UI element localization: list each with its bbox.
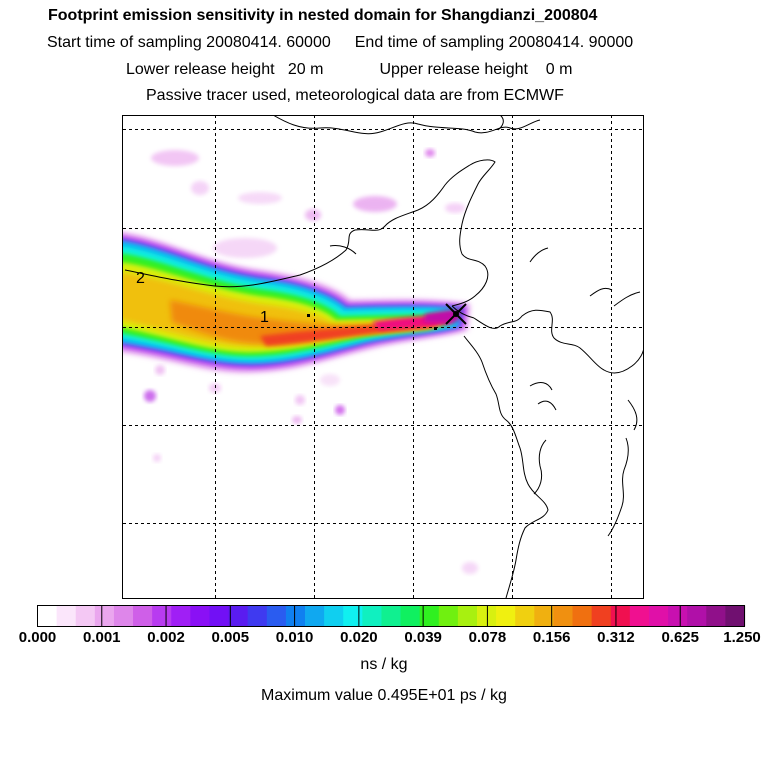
contour-label-1: 1 (260, 309, 269, 326)
colorbar-cell (171, 605, 191, 627)
tracer-info-label: Passive tracer used, meteorological data… (146, 87, 564, 104)
colorbar-cell (305, 605, 325, 627)
colorbar-tick-label: 0.078 (468, 629, 507, 646)
plot-title: Footprint emission sensitivity in nested… (48, 7, 598, 24)
sampling-time-line: Start time of sampling 20080414. 60000 En… (47, 34, 768, 52)
colorbar-tick-label: 0.020 (340, 629, 378, 646)
colorbar-tick-label: 0.005 (211, 629, 250, 646)
colorbar-cell (648, 605, 669, 627)
colorbar-tick-label: 0.625 (661, 629, 699, 646)
colorbar-tick-label: 0.000 (18, 629, 57, 646)
colorbar-cell (285, 605, 306, 627)
end-time-label: End time of sampling 20080414. 90000 (354, 34, 634, 51)
colorbar-cell (687, 605, 707, 627)
upper-release-label: Upper release height 0 m (379, 61, 573, 78)
colorbar-cell (591, 605, 612, 627)
colorbar-cells (37, 605, 746, 627)
colorbar-tick-label: 0.002 (147, 629, 185, 646)
colorbar-frame (37, 605, 745, 627)
colorbar-cell (725, 605, 746, 627)
colorbar-cell (190, 605, 211, 627)
boundary-lines (124, 115, 644, 598)
colorbar-cell (572, 605, 593, 627)
station-dot (434, 327, 437, 330)
colorbar-tick-label: 1.250 (723, 629, 761, 646)
colorbar-cell (75, 605, 96, 627)
colorbar-tick-label: 0.039 (404, 629, 442, 646)
colorbar-cell (113, 605, 134, 627)
colorbar-cell (37, 605, 58, 627)
colorbar-cell (324, 605, 344, 627)
colorbar-tick-label: 0.312 (597, 629, 635, 646)
colorbar-tick-label: 0.010 (275, 629, 314, 646)
colorbar-cell (400, 605, 421, 627)
start-time-label: Start time of sampling 20080414. 60000 (47, 34, 331, 51)
colorbar-cell (209, 605, 230, 627)
colorbar-unit-label: ns / kg (360, 656, 408, 673)
colorbar-cell (476, 605, 497, 627)
lower-release-label: Lower release height 20 m (126, 61, 324, 78)
colorbar-cell (133, 605, 153, 627)
receptor-marker (445, 303, 467, 325)
colorbar-cell (534, 605, 555, 627)
colorbar-cell (496, 605, 516, 627)
colorbar-cell (419, 605, 440, 627)
colorbar-cell (56, 605, 77, 627)
colorbar-cell (381, 605, 402, 627)
colorbar-cell (515, 605, 535, 627)
colorbar-cell (438, 605, 459, 627)
colorbar-cell (266, 605, 287, 627)
colorbar-cell (610, 605, 631, 627)
colorbar-cell (228, 605, 249, 627)
colorbar-cell (668, 605, 688, 627)
map-frame (122, 115, 644, 599)
maximum-value-label: Maximum value 0.495E+01 ps / kg (261, 687, 507, 704)
release-height-line: Lower release height 20 m Upper release h… (126, 61, 768, 79)
colorbar-cell (152, 605, 172, 627)
colorbar-cell (94, 605, 115, 627)
station-dot (307, 314, 310, 317)
colorbar-cell (553, 605, 574, 627)
colorbar-tick-label: 0.001 (82, 629, 121, 646)
colorbar-cell (247, 605, 268, 627)
colorbar-cell (362, 605, 383, 627)
map-grid (123, 115, 644, 598)
contour-label-2: 2 (136, 270, 145, 287)
colorbar-cell (706, 605, 726, 627)
colorbar-cell (629, 605, 650, 627)
colorbar-cell (343, 605, 363, 627)
colorbar-tick-label: 0.156 (532, 629, 571, 646)
colorbar-cell (457, 605, 478, 627)
